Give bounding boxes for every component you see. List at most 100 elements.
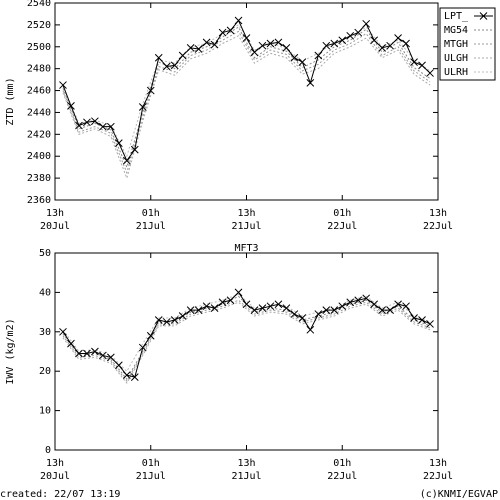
data-point	[178, 51, 187, 60]
x-tick-label: 13h	[46, 458, 64, 469]
data-point	[346, 298, 355, 307]
data-point	[290, 53, 299, 62]
data-point	[75, 121, 83, 130]
data-point	[338, 36, 347, 45]
data-point	[226, 296, 235, 305]
y-tick-label: 2440	[27, 107, 51, 118]
data-point	[138, 343, 147, 352]
data-point	[386, 306, 394, 314]
x-tick-label: 13h	[429, 458, 447, 469]
x-tick-label: 01h	[333, 458, 351, 469]
x-tick-label: 01h	[333, 208, 351, 219]
data-point	[210, 304, 219, 313]
data-point	[67, 339, 75, 348]
chart-title: MFT3	[234, 243, 258, 254]
data-point	[314, 51, 323, 60]
data-point	[67, 102, 75, 110]
x-tick-label: 13h	[429, 208, 447, 219]
data-point	[362, 19, 371, 28]
data-point	[162, 62, 171, 71]
data-point	[107, 353, 115, 362]
y-tick-label: 2480	[27, 64, 51, 75]
data-point	[410, 314, 418, 322]
data-point	[186, 44, 195, 52]
data-point	[146, 86, 155, 95]
data-point	[410, 58, 418, 66]
x-tick-date: 20Jul	[40, 221, 70, 232]
x-tick-label: 13h	[237, 208, 255, 219]
y-tick-label: 10	[39, 406, 51, 417]
legend-box	[439, 7, 496, 81]
legend-label: LPT_	[444, 11, 469, 22]
x-tick-label: 13h	[237, 458, 255, 469]
data-point	[370, 300, 379, 309]
y-tick-label: 40	[39, 287, 51, 298]
data-point	[138, 103, 147, 111]
data-point	[314, 310, 323, 318]
y-tick-label: 30	[39, 327, 51, 338]
data-point	[242, 300, 251, 309]
data-point	[122, 371, 131, 379]
data-point	[298, 58, 307, 66]
data-point	[194, 45, 203, 53]
data-point	[83, 118, 91, 127]
data-point	[130, 145, 139, 154]
data-point	[282, 44, 291, 52]
y-tick-label: 2460	[27, 86, 51, 97]
data-point	[59, 327, 67, 336]
data-point	[186, 306, 195, 314]
y-axis-label: ZTD (mm)	[5, 77, 16, 125]
y-axis-label: IWV (kg/m2)	[5, 318, 16, 384]
data-point	[162, 318, 171, 326]
data-point	[322, 41, 331, 50]
data-point	[250, 48, 259, 57]
data-point	[91, 347, 99, 356]
created-label: created: 22/07 13:19	[0, 489, 120, 500]
x-tick-date: 22Jul	[423, 471, 453, 482]
data-point	[99, 122, 107, 131]
data-point	[386, 41, 394, 50]
data-point	[59, 81, 67, 89]
y-tick-label: 20	[39, 366, 51, 377]
data-point	[354, 28, 363, 37]
data-point	[330, 306, 339, 314]
data-point	[306, 79, 315, 87]
data-point	[99, 351, 107, 360]
data-point	[226, 26, 235, 35]
data-point	[362, 294, 371, 303]
comparison-line	[62, 301, 431, 384]
data-point	[154, 53, 163, 62]
data-point	[346, 31, 355, 40]
data-point	[338, 302, 347, 311]
legend-label: MG54	[444, 25, 468, 36]
x-tick-date: 21Jul	[231, 221, 261, 232]
data-point	[202, 38, 211, 47]
legend-label: ULGH	[444, 53, 468, 64]
x-tick-label: 01h	[142, 458, 160, 469]
data-point	[266, 39, 275, 48]
x-tick-label: 13h	[46, 208, 64, 219]
comparison-line	[62, 295, 431, 380]
data-point	[250, 306, 259, 314]
data-point	[114, 139, 123, 147]
data-point	[146, 331, 155, 340]
data-point	[194, 306, 203, 314]
credit-label: (c)KNMI/EGVAP	[420, 489, 498, 500]
data-point	[306, 325, 315, 334]
data-point	[418, 316, 426, 324]
data-point	[154, 316, 163, 324]
legend-label: ULRH	[444, 67, 468, 78]
data-point	[234, 288, 243, 297]
y-tick-label: 2500	[27, 42, 51, 53]
y-tick-label: 0	[45, 445, 51, 456]
data-point	[107, 122, 115, 131]
y-tick-label: 2380	[27, 173, 51, 184]
comparison-line	[62, 30, 431, 175]
data-point	[282, 304, 291, 313]
data-point	[114, 361, 123, 370]
data-point	[258, 304, 267, 313]
x-tick-date: 21Jul	[136, 471, 166, 482]
y-tick-label: 2360	[27, 195, 51, 206]
